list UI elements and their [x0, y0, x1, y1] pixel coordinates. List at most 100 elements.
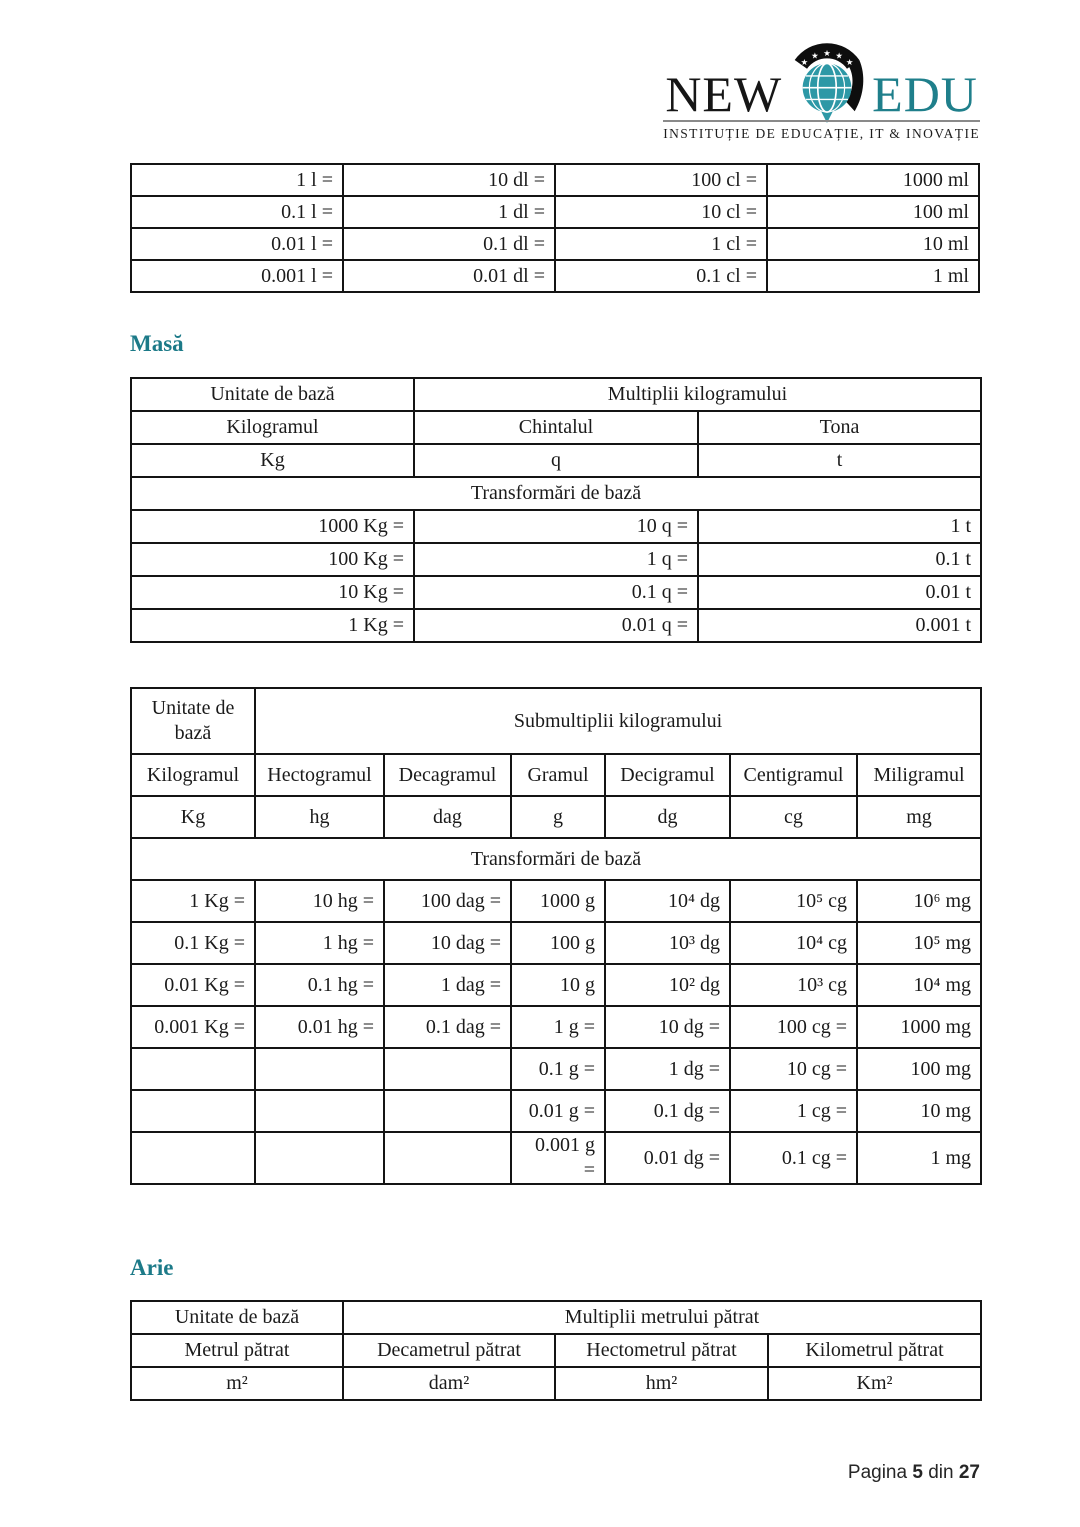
table-cell: 10 ml: [766, 227, 980, 261]
table-cell: 0.1 Kg =: [130, 921, 256, 965]
table-cell: 0.01 dg =: [604, 1131, 731, 1185]
table-header-cell: m²: [130, 1366, 344, 1401]
table-cell: [383, 1089, 512, 1133]
table-cell: 0.1 cg =: [729, 1131, 858, 1185]
table-row: 0.001 l = 0.01 dl = 0.1 cl = 1 ml: [130, 259, 980, 293]
table-header-cell: Unitate de bază: [130, 1300, 344, 1335]
table-row: 0.1 g = 1 dg = 10 cg = 100 mg: [130, 1047, 983, 1091]
table-cell: 0.001 g =: [510, 1131, 606, 1185]
table-row: Unitate de bază Multiplii kilogramului: [130, 377, 983, 412]
table-cell: 10 cl =: [554, 195, 768, 229]
logo-text-new: NEW: [665, 66, 783, 122]
table-row: Kg q t: [130, 443, 983, 478]
table-header-cell: Kilogramul: [130, 753, 256, 797]
table-header-cell: Kilometrul pătrat: [766, 1333, 983, 1368]
table-header-cell: Transformări de bază: [129, 837, 983, 881]
table-cell: 100 mg: [855, 1047, 983, 1091]
svg-text:★: ★: [836, 51, 844, 60]
table-row: Unitate de bază Submultiplii kilogramulu…: [130, 687, 983, 755]
table-header-cell: hg: [254, 795, 385, 839]
table-cell: 10 dg =: [604, 1005, 731, 1049]
table-cell: [254, 1131, 385, 1185]
table-row: Transformări de bază: [129, 476, 983, 511]
table-cell: 0.1 cl =: [554, 259, 768, 293]
mass-submultiples-table: Unitate de bază Submultiplii kilogramulu…: [129, 687, 983, 1185]
table-header-cell: Km²: [766, 1366, 983, 1401]
table-cell: [383, 1131, 512, 1185]
table-cell: [383, 1047, 512, 1091]
table-cell: [254, 1047, 385, 1091]
table-cell: 100 ml: [766, 195, 980, 229]
table-cell: 0.01 hg =: [254, 1005, 385, 1049]
table-header-cell: Kg: [130, 795, 256, 839]
table-cell: 0.001 Kg =: [130, 1005, 256, 1049]
table-header-cell: Multiplii metrului pătrat: [341, 1300, 983, 1335]
table-header-cell: dag: [383, 795, 512, 839]
svg-text:★: ★: [801, 58, 809, 67]
table-cell: 1 dag =: [383, 963, 512, 1007]
table-cell: 1 dg =: [604, 1047, 731, 1091]
table-cell: 0.01 Kg =: [130, 963, 256, 1007]
table-header-cell: Kg: [130, 443, 415, 478]
table-cell: 1 ml: [766, 259, 980, 293]
footer-page-number: 5: [912, 1462, 923, 1483]
logo-subtitle: INSTITUȚIE DE EDUCAȚIE, IT & INOVAȚIE: [663, 120, 980, 142]
table-header-cell: Hectogramul: [254, 753, 385, 797]
table-header-cell: Unitate de bază: [130, 377, 415, 412]
section-heading-masa: Masă: [130, 331, 184, 356]
table-cell: 10 mg: [855, 1089, 983, 1133]
table-cell: 1000 Kg =: [130, 509, 415, 544]
table-header-cell: Decagramul: [383, 753, 512, 797]
svg-text:★: ★: [846, 58, 854, 67]
table-header-cell: cg: [729, 795, 858, 839]
mass-multiples-header: Unitate de bază Multiplii kilogramului K…: [129, 377, 983, 511]
table-cell: 10 q =: [413, 509, 699, 544]
table-header-cell: Decigramul: [604, 753, 731, 797]
table-cell: 0.1 l =: [130, 195, 344, 229]
table-header-cell: Decametrul pătrat: [342, 1333, 556, 1368]
table-cell: [130, 1089, 256, 1133]
table-cell: 1000 g: [510, 879, 606, 923]
table-cell: 1000 ml: [766, 163, 980, 197]
table-header-cell: q: [413, 443, 699, 478]
svg-text:★: ★: [811, 51, 819, 60]
table-row: 1 l = 10 dl = 100 cl = 1000 ml: [130, 163, 980, 197]
mass-submultiples-header: Unitate de bază Submultiplii kilogramulu…: [129, 687, 983, 881]
table-cell: 10 Kg =: [130, 575, 415, 610]
table-cell: 1 cl =: [554, 227, 768, 261]
table-cell: 10 dl =: [342, 163, 556, 197]
table-cell: 0.01 t: [696, 575, 983, 610]
table-cell: 10⁴ cg: [729, 921, 858, 965]
table-cell: 0.1 hg =: [254, 963, 385, 1007]
table-cell: 100 Kg =: [130, 542, 415, 577]
table-row: 0.01 g = 0.1 dg = 1 cg = 10 mg: [130, 1089, 983, 1133]
table-cell: 1 Kg =: [130, 608, 415, 643]
table-cell: 10⁶ mg: [855, 879, 983, 923]
table-header-cell: dam²: [342, 1366, 556, 1401]
table-header-cell: Kilogramul: [130, 410, 415, 445]
table-cell: 10⁴ mg: [855, 963, 983, 1007]
footer-total-pages: 27: [958, 1462, 980, 1483]
table-row: Kilogramul Chintalul Tona: [130, 410, 983, 445]
table-cell: 10 dag =: [383, 921, 512, 965]
table-cell: 10³ cg: [729, 963, 858, 1007]
table-row: 0.01 l = 0.1 dl = 1 cl = 10 ml: [130, 227, 980, 261]
table-header-cell: Transformări de bază: [129, 476, 983, 511]
page-footer: Pagina 5 din 27: [848, 1462, 980, 1484]
table-row: Kg hg dag g dg cg mg: [130, 795, 983, 839]
table-header-cell: hm²: [554, 1366, 769, 1401]
table-cell: 0.1 dg =: [604, 1089, 731, 1133]
table-cell: 100 g: [510, 921, 606, 965]
table-row: Metrul pătrat Decametrul pătrat Hectomet…: [130, 1333, 983, 1368]
svg-text:★: ★: [823, 49, 831, 58]
table-row: 1 Kg = 10 hg = 100 dag = 1000 g 10⁴ dg 10⁵ cg…: [130, 879, 983, 923]
table-row: Transformări de bază: [129, 837, 983, 881]
table-header-cell: t: [696, 443, 983, 478]
table-cell: 10⁵ mg: [855, 921, 983, 965]
section-heading-arie: Arie: [130, 1255, 174, 1280]
area-table-body: Unitate de bază Multiplii metrului pătra…: [130, 1300, 983, 1401]
mass-submultiples-body: 1 Kg = 10 hg = 100 dag = 1000 g 10⁴ dg 10⁵ cg…: [130, 879, 983, 1185]
table-cell: 0.001 l =: [130, 259, 344, 293]
table-row: Unitate de bază Multiplii metrului pătra…: [130, 1300, 983, 1335]
